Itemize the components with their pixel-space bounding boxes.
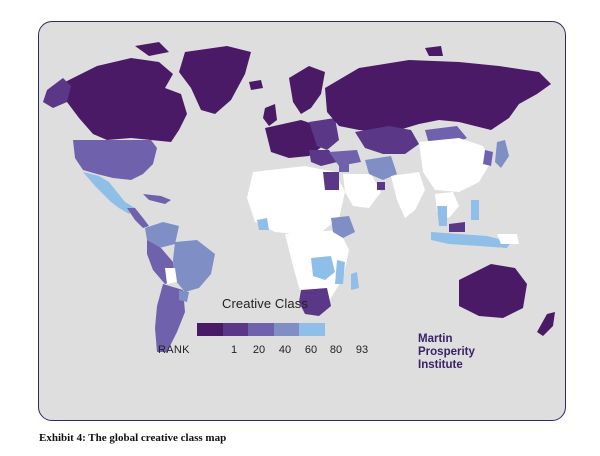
rank-tick: 20 xyxy=(252,344,266,356)
greenland xyxy=(179,46,251,114)
gulf xyxy=(377,182,385,190)
iceland xyxy=(249,80,263,90)
legend-swatch-4 xyxy=(273,323,299,336)
argentina-chile xyxy=(155,284,185,352)
legend-title: Creative Class xyxy=(222,296,308,311)
mozambique xyxy=(335,260,345,284)
iran xyxy=(365,156,397,180)
west-europe xyxy=(265,120,323,158)
egypt xyxy=(323,172,339,190)
russia xyxy=(325,60,551,132)
central-asia xyxy=(355,126,419,154)
australia xyxy=(459,264,527,318)
uruguay xyxy=(179,290,189,302)
mexico xyxy=(83,172,135,214)
logo-line: Prosperity xyxy=(418,346,475,358)
exhibit-caption: Exhibit 4: The global creative class map xyxy=(39,432,227,444)
rank-label: RANK xyxy=(158,344,190,356)
rank-tick: 1 xyxy=(230,344,238,356)
japan xyxy=(495,140,509,168)
china xyxy=(419,138,491,192)
canada xyxy=(65,58,187,142)
world-map-panel xyxy=(38,21,566,421)
world-map xyxy=(43,42,555,352)
rank-legend-bar xyxy=(197,323,325,336)
south-africa xyxy=(299,288,331,316)
rank-tick: 93 xyxy=(355,344,369,356)
new-zealand xyxy=(537,312,555,336)
arabia xyxy=(343,174,381,208)
malaysia xyxy=(449,222,465,232)
madagascar xyxy=(351,272,359,290)
caribbean xyxy=(143,194,171,204)
usa xyxy=(73,140,157,180)
logo-line: Institute xyxy=(418,359,463,371)
north-africa xyxy=(247,166,345,234)
balkans xyxy=(309,150,337,166)
martin-prosperity-institute-logo: Martin Prosperity Institute xyxy=(418,333,475,372)
north-south-america xyxy=(145,222,179,248)
east-africa-ethiopia xyxy=(331,216,355,238)
rank-tick: 40 xyxy=(278,344,292,356)
alaska xyxy=(43,78,71,108)
zambia-zimbabwe xyxy=(311,256,335,280)
svalbard xyxy=(425,46,443,56)
brazil xyxy=(173,240,215,292)
west-africa-spot xyxy=(257,218,269,230)
korea xyxy=(483,150,493,166)
rank-tick: 80 xyxy=(329,344,343,356)
arctic-islands-canada xyxy=(135,42,169,56)
israel-jordan xyxy=(339,162,349,172)
uk xyxy=(263,104,277,126)
indonesia xyxy=(431,232,511,248)
central-america xyxy=(127,208,149,228)
thailand xyxy=(437,206,447,226)
philippines xyxy=(471,200,479,220)
turkey xyxy=(329,150,361,166)
rank-tick: 60 xyxy=(304,344,318,356)
papua xyxy=(497,234,519,244)
scandinavia xyxy=(289,66,325,114)
legend-swatch-3 xyxy=(248,323,274,336)
east-europe xyxy=(309,118,339,150)
legend-swatch-1 xyxy=(197,323,223,336)
legend-swatch-5 xyxy=(299,323,325,336)
legend-swatch-2 xyxy=(222,323,248,336)
south-asia xyxy=(391,172,425,218)
bolivia xyxy=(165,268,177,284)
logo-line: Martin xyxy=(418,333,453,345)
